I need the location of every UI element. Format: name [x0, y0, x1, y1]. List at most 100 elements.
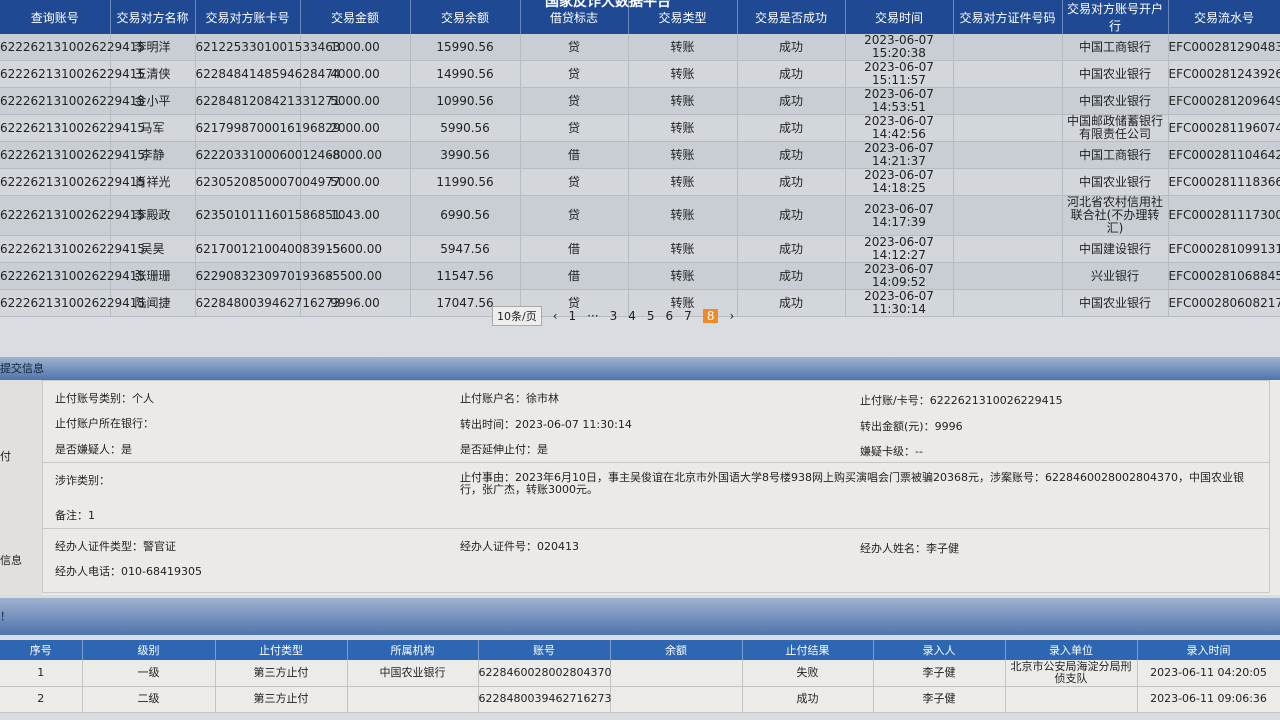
table-cell — [953, 87, 1063, 115]
column-header[interactable]: 录入时间 — [1137, 640, 1280, 660]
page-5[interactable]: 5 — [646, 309, 655, 323]
table-cell: 中国工商银行 — [1062, 141, 1169, 169]
table-cell: 李静 — [110, 141, 196, 169]
table-cell — [953, 114, 1063, 142]
table-cell: 借 — [520, 141, 629, 169]
table-cell: 成功 — [742, 686, 874, 713]
column-header[interactable]: 交易对方账号开户行 — [1062, 0, 1169, 34]
column-header[interactable]: 账号 — [478, 640, 611, 660]
table-cell: 成功 — [737, 114, 846, 142]
table-cell: 成功 — [737, 34, 846, 61]
table-cell: 6222621310026229415 — [0, 114, 145, 142]
page-8-current[interactable]: 8 — [702, 309, 719, 323]
table-cell: 失败 — [742, 660, 874, 687]
column-header[interactable]: 交易流水号 — [1168, 0, 1280, 34]
table-cell: 2023-06-07 14:42:56 — [845, 114, 954, 142]
table-cell: 转账 — [628, 114, 738, 142]
table-row[interactable]: 6222621310026229415 肖祥光 623052085000700497… — [0, 168, 1280, 196]
table-row[interactable]: 1 一级 第三方止付 中国农业银行 6228460028002804370 失败 李子健 北京… — [0, 660, 1280, 687]
table-row[interactable]: 2 二级 第三方止付 6228480039462716273 成功 李子健 2023-06-… — [0, 686, 1280, 713]
table-cell: 贷 — [520, 114, 629, 142]
table-cell: 成功 — [737, 262, 846, 290]
table-cell: 第三方止付 — [215, 686, 348, 713]
column-header[interactable]: 录入人 — [873, 640, 1006, 660]
app-title: 国家反诈大数据平台 — [545, 0, 671, 10]
table-row[interactable]: 6222621310026229415 金小平 622848120842133127… — [0, 87, 1280, 115]
table-row[interactable]: 6222621310026229415 张珊珊 622908323097019368… — [0, 262, 1280, 290]
table-cell: 6212253301001533463 — [195, 34, 341, 61]
column-header[interactable]: 所属机构 — [347, 640, 479, 660]
table-cell: 马军 — [110, 114, 196, 142]
table-cell: EFC0002810688456 — [1168, 262, 1280, 290]
table-cell — [953, 262, 1063, 290]
page-6[interactable]: 6 — [665, 309, 674, 323]
prev-page-button[interactable]: ‹ — [552, 309, 558, 323]
officer-id-type: 经办人证件类型：警官证 — [55, 540, 176, 553]
table-row[interactable]: 6222621310026229415 陆闻捷 622848003946271627… — [0, 289, 1280, 317]
table-cell: 2000.00 — [300, 114, 411, 142]
table-cell: 6222033100060012468 — [195, 141, 341, 169]
table-cell: 2023-06-11 04:20:05 — [1137, 660, 1280, 687]
page-7[interactable]: 7 — [684, 309, 692, 323]
table-row[interactable]: 6222621310026229415 吴昊 6217001210040083915… — [0, 235, 1280, 263]
column-header[interactable]: 交易时间 — [845, 0, 954, 34]
table-cell: 贷 — [520, 60, 629, 88]
pagination: 10条/页 ‹ 1 ··· 3 4 5 6 7 8 › — [492, 306, 734, 326]
table-cell: 6217998700016196829 — [195, 114, 341, 142]
column-header[interactable]: 序号 — [0, 640, 83, 660]
table-cell: 4000.00 — [300, 60, 411, 88]
table-row[interactable]: 6222621310026229415 李殿政 623501011160158685… — [0, 195, 1280, 236]
side-labels: 付 信息 — [0, 380, 42, 595]
column-header[interactable]: 查询账号 — [0, 0, 111, 34]
table-cell: 5990.56 — [410, 114, 521, 142]
table-cell — [953, 195, 1063, 236]
column-header[interactable]: 止付结果 — [742, 640, 874, 660]
table-cell: 转账 — [628, 168, 738, 196]
table-cell: 5000.00 — [300, 87, 411, 115]
table-cell: 中国农业银行 — [1062, 87, 1169, 115]
table-row[interactable]: 6222621310026229415 李静 6222033100060012468… — [0, 141, 1280, 169]
page-1[interactable]: 1 — [568, 309, 577, 323]
column-header[interactable]: 余额 — [610, 640, 743, 660]
table-cell: 6222621310026229415 — [0, 235, 145, 263]
table-cell: 成功 — [737, 195, 846, 236]
table-cell: 6222621310026229415 — [0, 34, 145, 61]
table-cell: 6222621310026229415 — [0, 168, 145, 196]
column-header[interactable]: 交易是否成功 — [737, 0, 846, 34]
column-header[interactable]: 录入单位 — [1005, 640, 1138, 660]
account-name: 止付账户名：徐市林 — [460, 392, 559, 405]
account-type: 止付账号类别：个人 — [55, 392, 154, 405]
table-cell: 3990.56 — [410, 141, 521, 169]
column-header[interactable]: 交易金额 — [300, 0, 411, 34]
table-row[interactable]: 6222621310026229415 李明洋 621225330100153346… — [0, 34, 1280, 61]
column-header[interactable]: 交易对方名称 — [110, 0, 196, 34]
column-header[interactable]: 交易对方账卡号 — [195, 0, 301, 34]
column-header[interactable]: 交易对方证件号码 — [953, 0, 1063, 34]
table-cell — [610, 686, 743, 713]
table-cell — [953, 168, 1063, 196]
column-header[interactable]: 借贷标志 — [520, 0, 629, 34]
table-cell: 第三方止付 — [215, 660, 348, 687]
page-ellipsis[interactable]: ··· — [587, 309, 599, 323]
page-3[interactable]: 3 — [609, 309, 618, 323]
page-4[interactable]: 4 — [628, 309, 636, 323]
table-cell: 2023-06-07 14:17:39 — [845, 195, 954, 236]
table-cell: 11990.56 — [410, 168, 521, 196]
side-label: 付 — [0, 450, 11, 463]
next-page-button[interactable]: › — [729, 309, 735, 323]
table-cell: 转账 — [628, 195, 738, 236]
page-size-select[interactable]: 10条/页 — [492, 306, 542, 326]
table-row[interactable]: 6222621310026229415 王清侠 622848414859462847… — [0, 60, 1280, 88]
transfer-amount: 转出金额(元)：9996 — [860, 420, 963, 433]
table-cell: 2023-06-07 11:30:14 — [845, 289, 954, 317]
table-cell: 转账 — [628, 60, 738, 88]
table-cell: 6228480039462716273 — [195, 289, 341, 317]
table-cell: 转账 — [628, 34, 738, 61]
column-header[interactable]: 交易类型 — [628, 0, 738, 34]
table-cell — [953, 34, 1063, 61]
column-header[interactable]: 止付类型 — [215, 640, 348, 660]
table-cell: 陆闻捷 — [110, 289, 196, 317]
column-header[interactable]: 交易余额 — [410, 0, 521, 34]
table-row[interactable]: 6222621310026229415 马军 6217998700016196829… — [0, 114, 1280, 142]
column-header[interactable]: 级别 — [82, 640, 216, 660]
